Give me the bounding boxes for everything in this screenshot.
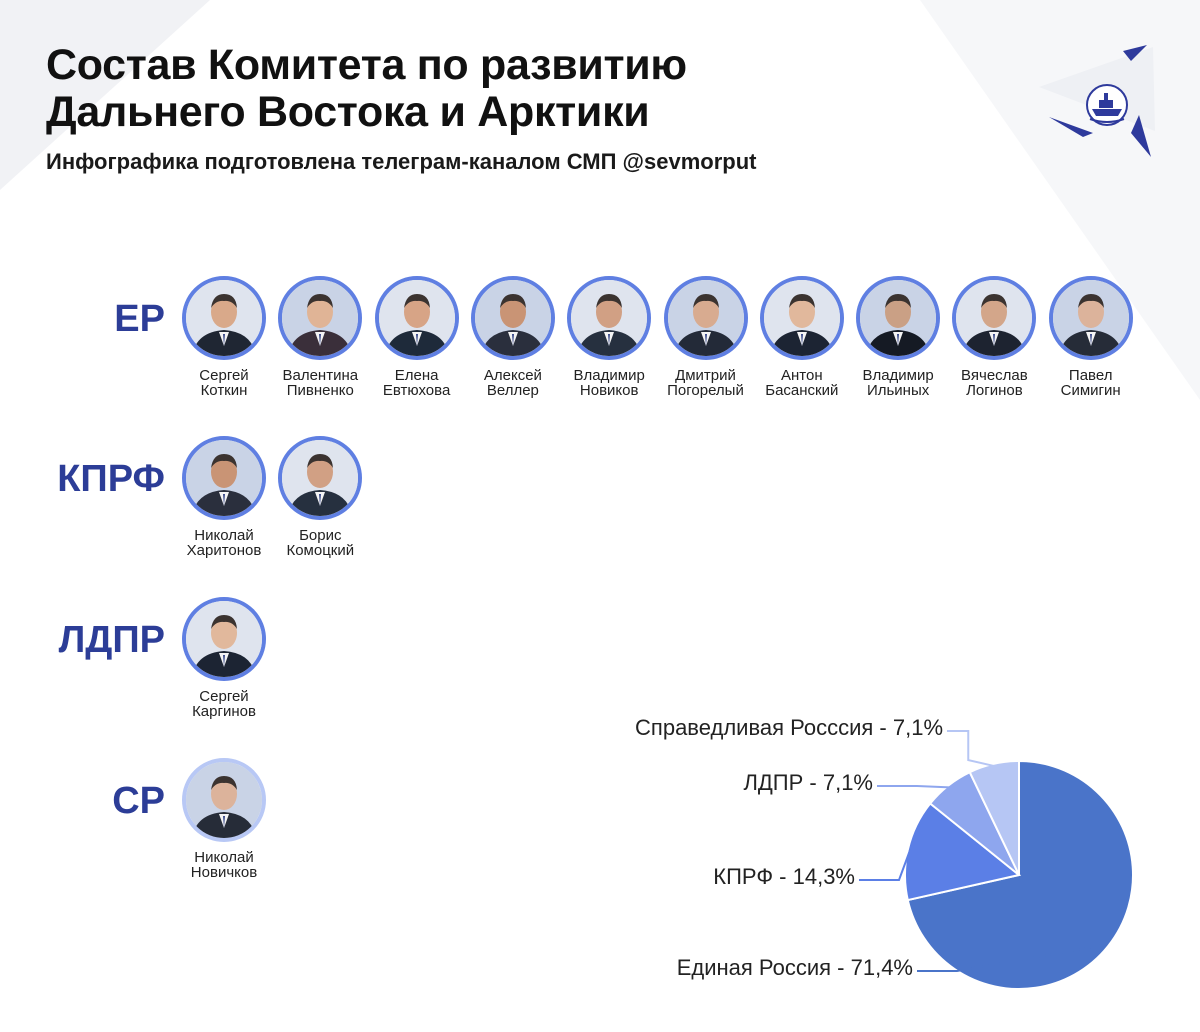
member-last-name: Веллер — [486, 382, 539, 399]
member-first-name: Владимир — [862, 367, 934, 384]
member-photo — [182, 597, 266, 681]
member-photo — [952, 276, 1037, 360]
party-label: КПРФ — [57, 458, 165, 500]
member-photo — [1048, 276, 1133, 360]
member-photo — [182, 758, 266, 842]
member-photo — [567, 276, 652, 360]
member-last-name: Басанский — [765, 382, 839, 399]
member-name: Алексей Веллер — [463, 368, 563, 398]
member-photo — [759, 276, 844, 360]
member-first-name: Сергей — [199, 367, 249, 384]
member-photo — [182, 436, 266, 520]
member-last-name: Новиков — [579, 382, 639, 399]
member-last-name: Харитонов — [186, 542, 262, 559]
person-avatar-icon — [571, 280, 648, 356]
member-first-name: Борис — [299, 527, 342, 544]
member-name: Борис Комоцкий — [270, 528, 370, 558]
ship-emblem-icon — [1086, 84, 1128, 126]
member-name: Павел Симигин — [1041, 368, 1141, 398]
member-last-name: Каргинов — [192, 703, 256, 720]
member-last-name: Новичков — [190, 864, 258, 881]
member-last-name: Логинов — [966, 382, 1023, 399]
member-first-name: Алексей — [483, 367, 542, 384]
person-avatar-icon — [186, 280, 262, 356]
person-avatar-icon — [378, 280, 455, 356]
pie-slice — [906, 759, 1134, 990]
member-name: Владимир Новиков — [559, 368, 659, 398]
pie-leader-line — [947, 730, 995, 768]
member-name: Сергей Каргинов — [174, 689, 274, 719]
pie-slice-label: КПРФ - 14,3% — [713, 864, 855, 889]
person-avatar-icon — [474, 280, 551, 356]
party-label: ЛДПР — [58, 619, 165, 661]
person-avatar-icon — [186, 440, 262, 516]
member-first-name: Владимир — [573, 367, 645, 384]
member-photo — [374, 276, 459, 360]
person-avatar-icon — [860, 280, 937, 356]
member-name: Елена Евтюхова — [367, 368, 467, 398]
title-line-1: Состав Комитета по развитию — [46, 41, 687, 89]
pie-slice-label: Единая Россия - 71,4% — [676, 955, 913, 980]
page-title: Состав Комитета по развитию Дальнего Вос… — [46, 42, 687, 136]
member-photo — [663, 276, 748, 360]
pie-leader-line — [917, 943, 1107, 972]
member-first-name: Вячеслав — [961, 367, 1028, 384]
page-subtitle: Инфографика подготовлена телеграм-канало… — [46, 149, 757, 174]
member-photo — [182, 276, 266, 360]
member-last-name: Комоцкий — [286, 542, 355, 559]
member-name: Владимир Ильиных — [848, 368, 948, 398]
member-name: Дмитрий Погорелый — [656, 368, 756, 398]
member-first-name: Николай — [194, 527, 254, 544]
member-first-name: Сергей — [199, 688, 249, 705]
member-last-name: Пивненко — [286, 382, 354, 399]
person-avatar-icon — [667, 280, 744, 356]
pie-slice-label: Справедливая Росссия - 7,1% — [635, 715, 943, 740]
person-avatar-icon — [186, 601, 262, 677]
member-name: Антон Басанский — [752, 368, 852, 398]
member-first-name: Николай — [194, 849, 254, 866]
member-name: Николай Харитонов — [174, 528, 274, 558]
member-first-name: Дмитрий — [675, 367, 736, 384]
person-avatar-icon — [956, 280, 1033, 356]
channel-logo — [1035, 45, 1165, 165]
member-name: Сергей Коткин — [174, 368, 274, 398]
member-last-name: Симигин — [1060, 382, 1121, 399]
member-last-name: Погорелый — [667, 382, 744, 399]
party-label: ЕР — [114, 298, 165, 340]
pie-leader-line — [859, 849, 912, 881]
member-first-name: Антон — [780, 367, 823, 384]
title-line-2: Дальнего Востока и Арктики — [46, 88, 650, 136]
member-first-name: Павел — [1068, 367, 1113, 384]
member-name: Валентина Пивненко — [270, 368, 370, 398]
pie-leader-line — [877, 785, 950, 789]
member-name: Вячеслав Логинов — [944, 368, 1044, 398]
person-avatar-icon — [282, 280, 359, 356]
person-avatar-icon — [186, 762, 262, 838]
member-photo — [278, 436, 363, 520]
member-last-name: Коткин — [200, 382, 248, 399]
member-photo — [856, 276, 941, 360]
member-last-name: Евтюхова — [382, 382, 451, 399]
party-label: СР — [112, 780, 165, 822]
member-first-name: Валентина — [282, 367, 359, 384]
pie-slice — [968, 759, 1020, 876]
member-name: Николай Новичков — [174, 850, 274, 880]
member-last-name: Ильиных — [866, 382, 930, 399]
pie-slice — [904, 802, 1022, 902]
pie-slice — [928, 770, 1020, 876]
pie-slice-label: ЛДПР - 7,1% — [743, 770, 873, 795]
person-avatar-icon — [763, 280, 840, 356]
person-avatar-icon — [1052, 280, 1129, 356]
member-photo — [278, 276, 363, 360]
member-first-name: Елена — [394, 367, 439, 384]
member-photo — [470, 276, 555, 360]
person-avatar-icon — [282, 440, 359, 516]
